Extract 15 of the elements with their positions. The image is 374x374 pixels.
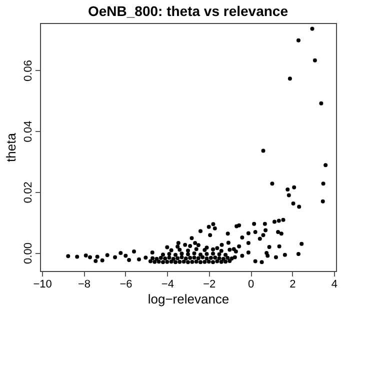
x-axis-title: log−relevance (148, 292, 230, 306)
y-tick-label: 0.06 (22, 60, 34, 82)
y-tick-label: 0.00 (22, 242, 34, 264)
x-tick-label: −4 (161, 278, 174, 290)
x-tick-label: 2 (290, 278, 296, 290)
x-tick-label: −8 (78, 278, 91, 290)
y-tick-label: 0.02 (22, 182, 34, 204)
x-tick-label: −2 (203, 278, 216, 290)
chart-title: OeNB_800: theta vs relevance (88, 3, 288, 19)
x-tick-label: 0 (248, 278, 254, 290)
y-axis-title: theta (4, 132, 18, 162)
x-tick-label: −6 (120, 278, 132, 290)
y-tick-label: 0.04 (22, 120, 34, 142)
x-tick-label: 4 (331, 278, 338, 290)
x-tick-label: −10 (33, 278, 52, 290)
